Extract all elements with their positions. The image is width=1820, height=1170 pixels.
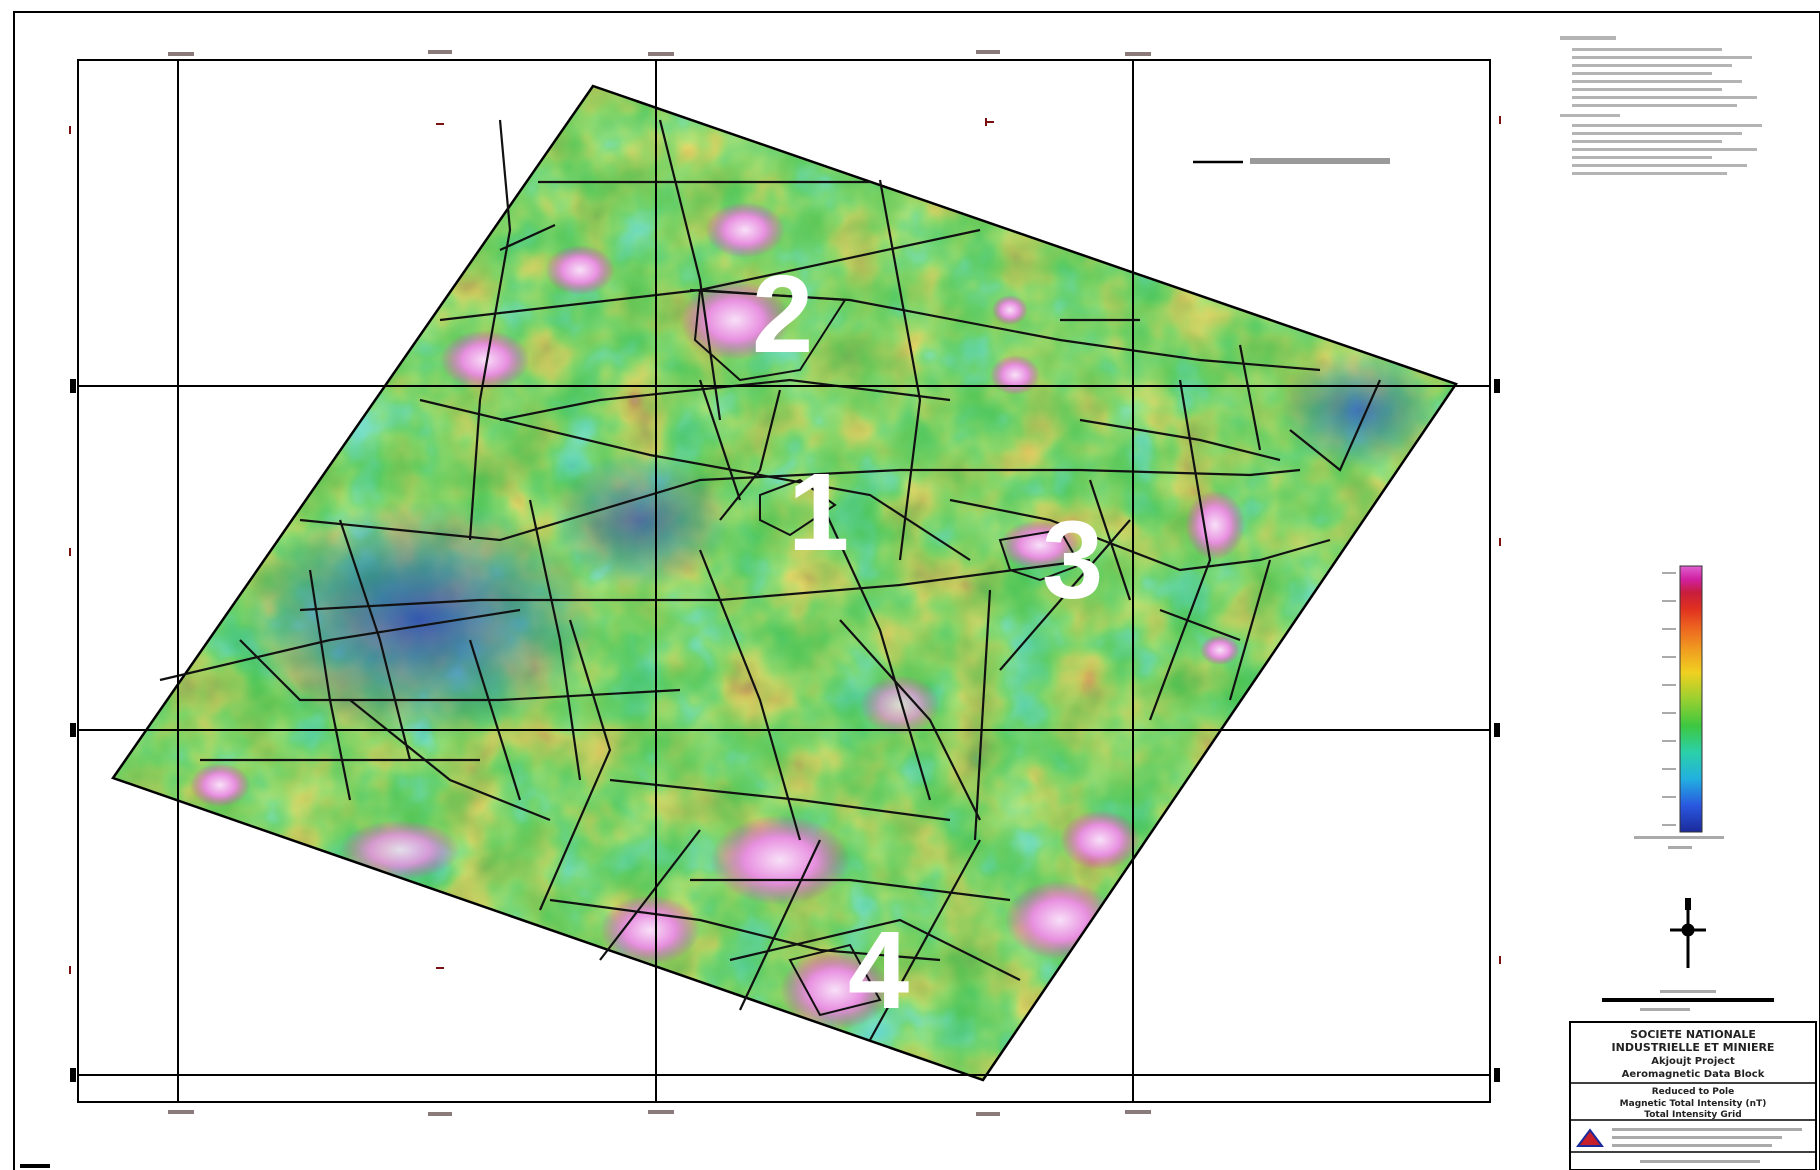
title-block: SOCIETE NATIONALE INDUSTRIELLE ET MINIER… [1569, 1021, 1817, 1170]
notes-block [1560, 36, 1762, 175]
zone-label-3: 3 [1042, 499, 1103, 622]
zone-label-4: 4 [848, 909, 909, 1032]
grid-end-markers [70, 379, 1500, 1082]
zone-label-1: 1 [788, 451, 849, 574]
north-arrow-icon [1670, 898, 1706, 968]
fault-legend [1193, 158, 1390, 164]
scale-bar [1602, 990, 1774, 1011]
edge-tick-labels [168, 50, 1151, 1116]
title-line-2: INDUSTRIELLE ET MINIERE [1612, 1041, 1775, 1054]
survey-boundary [111, 84, 1458, 1082]
neatline-ticks [69, 116, 1501, 974]
title-line-5: Reduced to Pole [1652, 1087, 1735, 1097]
title-line-1: SOCIETE NATIONALE [1630, 1028, 1756, 1041]
company-logo-icon [1576, 1128, 1604, 1147]
color-scale-bar [1634, 565, 1724, 849]
title-line-4: Aeromagnetic Data Block [1622, 1069, 1765, 1080]
grid-lines [78, 60, 1490, 1102]
zone-label-2: 2 [752, 253, 813, 376]
title-line-6: Magnetic Total Intensity (nT) [1620, 1099, 1767, 1109]
zone-outlines [693, 288, 1082, 1017]
title-line-7: Total Intensity Grid [1644, 1110, 1741, 1120]
corner-mark [20, 1164, 50, 1168]
title-line-3: Akjoujt Project [1651, 1056, 1735, 1067]
